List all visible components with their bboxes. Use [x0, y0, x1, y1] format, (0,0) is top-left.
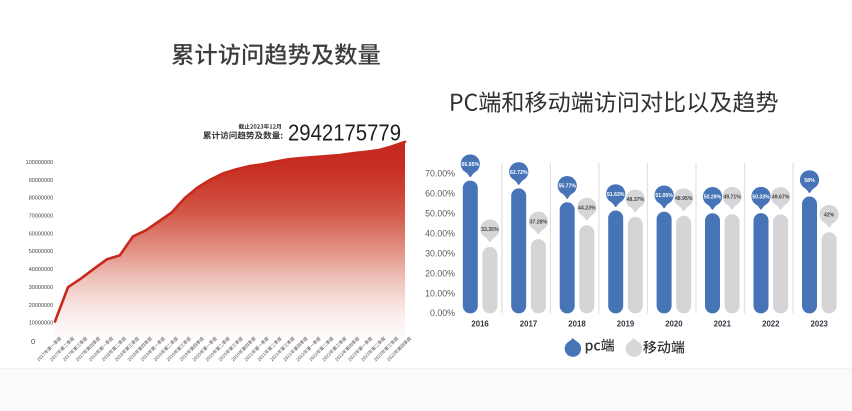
- svg-text:60000000: 60000000: [29, 231, 53, 237]
- svg-text:2021: 2021: [714, 319, 732, 329]
- svg-text:30000000: 30000000: [29, 285, 53, 291]
- svg-text:44.23%: 44.23%: [578, 205, 596, 211]
- svg-text:66.65%: 66.65%: [462, 162, 480, 168]
- svg-text:49.67%: 49.67%: [772, 195, 790, 201]
- svg-text:0: 0: [31, 337, 35, 346]
- svg-text:90000000: 90000000: [29, 178, 53, 184]
- svg-text:20.00%: 20.00%: [425, 268, 455, 278]
- svg-text:62.72%: 62.72%: [510, 170, 528, 176]
- svg-text:2020: 2020: [665, 319, 683, 329]
- svg-text:2016: 2016: [471, 319, 489, 329]
- svg-text:2022: 2022: [762, 319, 780, 329]
- svg-text:50.33%: 50.33%: [752, 195, 770, 201]
- svg-text:50.29%: 50.29%: [704, 195, 722, 201]
- svg-text:33.35%: 33.35%: [481, 227, 499, 233]
- svg-text:42%: 42%: [824, 213, 835, 219]
- svg-text:70000000: 70000000: [29, 214, 53, 220]
- svg-text:0.00%: 0.00%: [430, 308, 455, 318]
- svg-text:51.05%: 51.05%: [655, 193, 673, 199]
- svg-text:80000000: 80000000: [29, 196, 53, 202]
- svg-text:55.77%: 55.77%: [558, 184, 576, 190]
- svg-text:2942175779: 2942175779: [288, 119, 401, 145]
- svg-text:49.71%: 49.71%: [723, 195, 741, 201]
- svg-text:10.00%: 10.00%: [425, 288, 455, 298]
- svg-text:20000000: 20000000: [29, 303, 53, 309]
- svg-text:2017: 2017: [520, 319, 538, 329]
- svg-text:48.95%: 48.95%: [675, 196, 693, 202]
- svg-text:2018: 2018: [568, 319, 586, 329]
- svg-text:70.00%: 70.00%: [425, 169, 455, 179]
- svg-text:2023: 2023: [811, 319, 829, 329]
- svg-text:40000000: 40000000: [29, 267, 53, 273]
- svg-text:51.63%: 51.63%: [607, 192, 625, 198]
- svg-text:100000000: 100000000: [26, 160, 54, 166]
- svg-text:10000000: 10000000: [29, 321, 53, 327]
- svg-text:60.00%: 60.00%: [425, 189, 455, 199]
- svg-text:58%: 58%: [804, 178, 815, 184]
- svg-text:2019: 2019: [617, 319, 635, 329]
- svg-text:48.37%: 48.37%: [627, 197, 645, 203]
- svg-text:30.00%: 30.00%: [425, 248, 455, 258]
- svg-text:37.28%: 37.28%: [530, 219, 548, 225]
- svg-text:40.00%: 40.00%: [425, 229, 455, 239]
- svg-text:50.00%: 50.00%: [425, 209, 455, 219]
- svg-text:50000000: 50000000: [29, 249, 53, 255]
